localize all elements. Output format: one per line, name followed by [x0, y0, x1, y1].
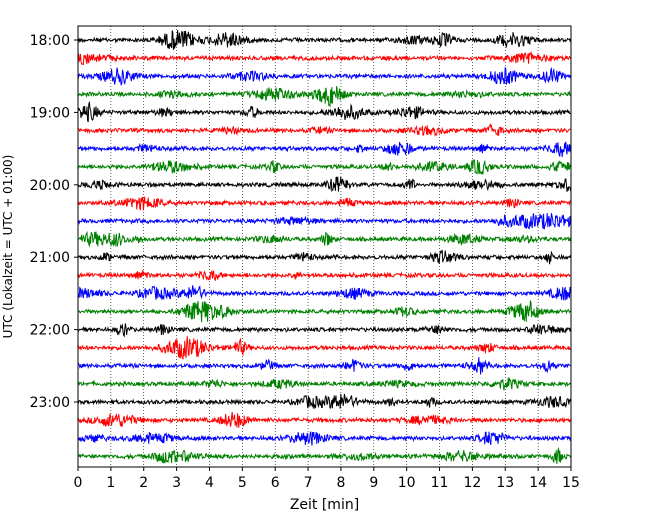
x-tick-label: 0: [74, 475, 83, 491]
y-axis-ticks: 18:00 19:00 20:00 21:00 22:00 23:00: [30, 33, 78, 411]
trace-2245: [77, 376, 572, 391]
x-tick-label: 14: [529, 475, 547, 491]
trace-2315: [77, 411, 572, 428]
x-tick-label: 2: [139, 475, 148, 491]
trace-1845: [77, 86, 571, 108]
x-tick-label: 4: [205, 475, 214, 491]
trace-2300: [77, 393, 572, 409]
trace-1915: [77, 122, 571, 137]
x-tick-label: 13: [496, 475, 514, 491]
y-tick-label: 19:00: [30, 105, 70, 121]
x-tick-label: 3: [172, 475, 181, 491]
x-tick-label: 6: [271, 475, 280, 491]
trace-2330: [77, 431, 572, 446]
trace-1945: [77, 159, 572, 175]
x-tick-label: 5: [238, 475, 247, 491]
x-tick-label: 8: [336, 475, 345, 491]
trace-2100: [77, 249, 572, 265]
trace-2045: [77, 230, 572, 248]
trace-2215: [77, 336, 571, 360]
trace-1815: [77, 50, 572, 66]
x-tick-label: 15: [562, 475, 580, 491]
x-tick-label: 1: [106, 475, 115, 491]
trace-2345: [77, 446, 572, 465]
x-tick-label: 11: [431, 475, 449, 491]
trace-2200: [77, 323, 572, 338]
trace-2230: [77, 357, 571, 375]
x-tick-label: 12: [463, 475, 481, 491]
y-tick-label: 21:00: [30, 250, 70, 266]
trace-1830: [77, 66, 572, 87]
x-axis-ticks: 0 1 2 3 4 5 6 7 8 9 10 11 12 13 14 15: [74, 467, 580, 491]
x-tick-label: 7: [304, 475, 313, 491]
trace-2015: [77, 196, 572, 211]
trace-1930: [77, 141, 572, 157]
trace-group: [77, 30, 572, 465]
y-tick-label: 20:00: [30, 178, 70, 194]
x-tick-label: 9: [369, 475, 378, 491]
trace-2145: [77, 299, 571, 323]
x-tick-label: 10: [398, 475, 416, 491]
y-tick-label: 18:00: [30, 33, 70, 49]
y-axis-label: UTC (Lokalzeit = UTC + 01:00): [1, 155, 15, 339]
plot-frame: [77, 25, 572, 468]
y-tick-label: 22:00: [30, 323, 70, 339]
trace-2030: [77, 213, 572, 230]
x-axis-label: Zeit [min]: [290, 497, 359, 513]
trace-2000: [77, 176, 572, 193]
trace-2115: [77, 270, 571, 282]
trace-1800: [77, 30, 572, 50]
trace-1900: [77, 100, 571, 123]
y-tick-label: 23:00: [30, 395, 70, 411]
trace-2130: [77, 285, 572, 301]
